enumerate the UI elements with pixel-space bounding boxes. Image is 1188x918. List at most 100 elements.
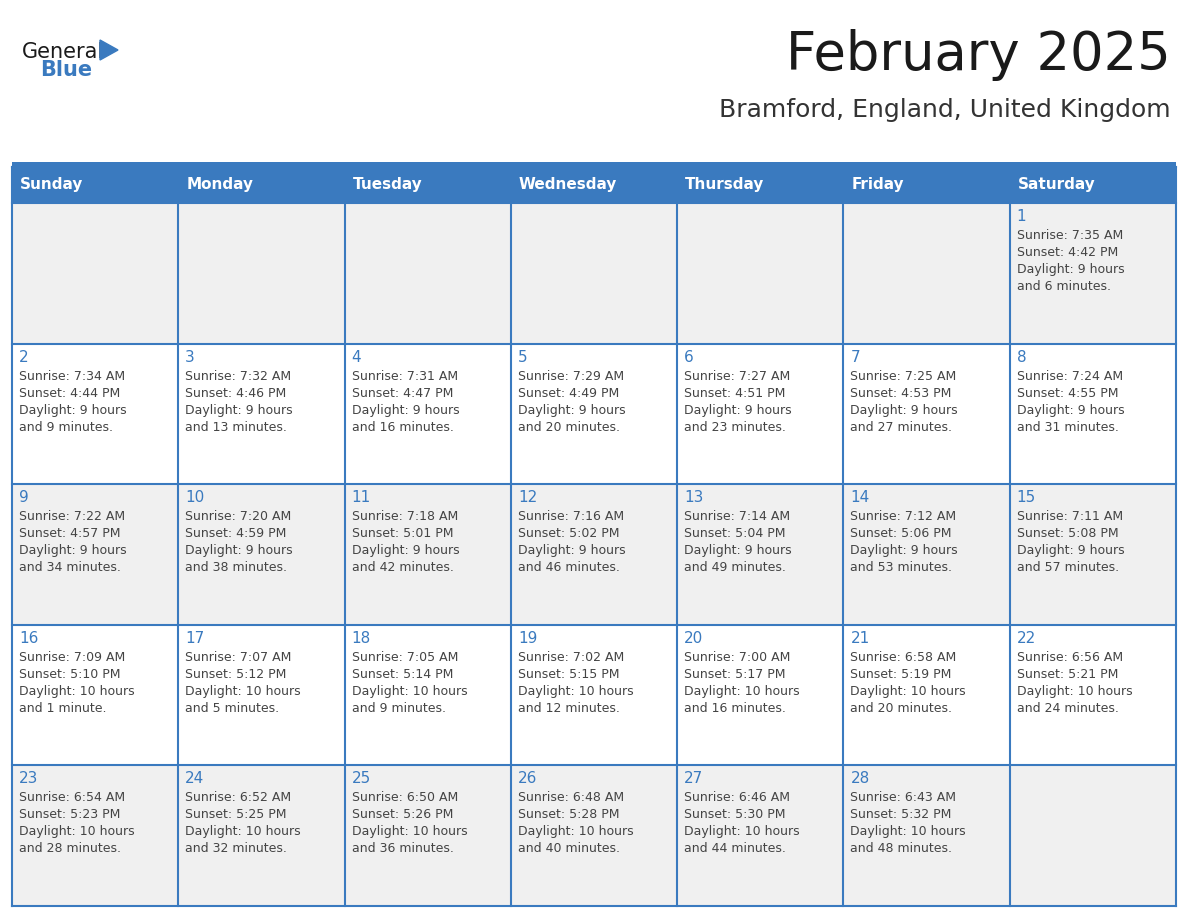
Text: Sunrise: 6:46 AM: Sunrise: 6:46 AM [684,791,790,804]
Text: 21: 21 [851,631,870,645]
Text: Sunrise: 7:16 AM: Sunrise: 7:16 AM [518,510,624,523]
Text: and 24 minutes.: and 24 minutes. [1017,701,1119,715]
Text: Daylight: 9 hours: Daylight: 9 hours [851,404,958,417]
Text: Sunrise: 7:22 AM: Sunrise: 7:22 AM [19,510,125,523]
Bar [1010,766,1176,906]
Text: Wednesday: Wednesday [519,177,618,193]
Text: 4: 4 [352,350,361,364]
Text: and 34 minutes.: and 34 minutes. [19,561,121,574]
Text: and 49 minutes.: and 49 minutes. [684,561,786,574]
Text: 19: 19 [518,631,537,645]
Text: Sunrise: 7:24 AM: Sunrise: 7:24 AM [1017,370,1123,383]
Text: Daylight: 9 hours: Daylight: 9 hours [518,404,626,417]
Text: Sunrise: 6:54 AM: Sunrise: 6:54 AM [19,791,125,804]
Text: Sunset: 4:42 PM: Sunset: 4:42 PM [1017,246,1118,259]
Text: Daylight: 10 hours: Daylight: 10 hours [684,825,800,838]
Text: Sunset: 5:26 PM: Sunset: 5:26 PM [352,809,453,822]
Text: 18: 18 [352,631,371,645]
Text: Sunrise: 6:48 AM: Sunrise: 6:48 AM [518,791,624,804]
Text: and 42 minutes.: and 42 minutes. [352,561,454,574]
Text: and 40 minutes.: and 40 minutes. [518,843,620,856]
Bar [12,167,178,203]
Bar [511,625,677,766]
Bar [677,167,843,203]
Text: Sunset: 4:51 PM: Sunset: 4:51 PM [684,386,785,399]
Text: Sunset: 5:28 PM: Sunset: 5:28 PM [518,809,619,822]
Text: Sunrise: 7:07 AM: Sunrise: 7:07 AM [185,651,292,664]
Text: and 36 minutes.: and 36 minutes. [352,843,454,856]
Text: Sunrise: 7:25 AM: Sunrise: 7:25 AM [851,370,956,383]
Text: Sunset: 4:53 PM: Sunset: 4:53 PM [851,386,952,399]
Text: 15: 15 [1017,490,1036,505]
Text: 13: 13 [684,490,703,505]
Text: Daylight: 10 hours: Daylight: 10 hours [851,685,966,698]
Bar [677,343,843,484]
Bar [511,343,677,484]
Text: Daylight: 9 hours: Daylight: 9 hours [1017,263,1124,276]
Bar [178,766,345,906]
Text: February 2025: February 2025 [786,29,1171,81]
Bar [178,167,345,203]
Bar [1010,625,1176,766]
Text: Sunrise: 6:56 AM: Sunrise: 6:56 AM [1017,651,1123,664]
Text: Daylight: 9 hours: Daylight: 9 hours [352,544,460,557]
Text: Sunrise: 7:29 AM: Sunrise: 7:29 AM [518,370,624,383]
Text: 28: 28 [851,771,870,787]
Bar [178,343,345,484]
Text: and 48 minutes.: and 48 minutes. [851,843,953,856]
Text: Sunrise: 7:20 AM: Sunrise: 7:20 AM [185,510,291,523]
Text: and 13 minutes.: and 13 minutes. [185,420,287,433]
Text: Sunrise: 7:02 AM: Sunrise: 7:02 AM [518,651,624,664]
Bar [345,625,511,766]
Text: and 20 minutes.: and 20 minutes. [518,420,620,433]
Text: Daylight: 9 hours: Daylight: 9 hours [352,404,460,417]
Text: Sunset: 5:01 PM: Sunset: 5:01 PM [352,527,453,540]
Text: 1: 1 [1017,209,1026,224]
Text: Sunrise: 7:00 AM: Sunrise: 7:00 AM [684,651,790,664]
Text: Bramford, England, United Kingdom: Bramford, England, United Kingdom [720,98,1171,122]
Bar [178,625,345,766]
Text: Daylight: 10 hours: Daylight: 10 hours [185,825,301,838]
Text: and 57 minutes.: and 57 minutes. [1017,561,1119,574]
Text: 24: 24 [185,771,204,787]
Text: Sunset: 5:02 PM: Sunset: 5:02 PM [518,527,619,540]
Text: Daylight: 9 hours: Daylight: 9 hours [1017,404,1124,417]
Text: Sunrise: 7:12 AM: Sunrise: 7:12 AM [851,510,956,523]
Text: Sunset: 4:59 PM: Sunset: 4:59 PM [185,527,286,540]
Text: Sunrise: 7:09 AM: Sunrise: 7:09 AM [19,651,125,664]
Bar [1010,167,1176,203]
Bar [843,167,1010,203]
Text: 20: 20 [684,631,703,645]
Text: Sunset: 5:10 PM: Sunset: 5:10 PM [19,667,120,681]
Text: Sunset: 5:30 PM: Sunset: 5:30 PM [684,809,785,822]
Text: and 12 minutes.: and 12 minutes. [518,701,620,715]
Bar [12,203,178,343]
Text: Tuesday: Tuesday [353,177,422,193]
Text: Sunrise: 7:31 AM: Sunrise: 7:31 AM [352,370,457,383]
Text: Sunset: 5:32 PM: Sunset: 5:32 PM [851,809,952,822]
Bar [843,203,1010,343]
Text: Sunset: 5:21 PM: Sunset: 5:21 PM [1017,667,1118,681]
Text: 2: 2 [19,350,29,364]
Text: 10: 10 [185,490,204,505]
Text: and 53 minutes.: and 53 minutes. [851,561,953,574]
Text: 27: 27 [684,771,703,787]
Bar [345,203,511,343]
Bar [12,484,178,625]
Bar [1010,343,1176,484]
Bar [345,766,511,906]
Text: Sunrise: 7:32 AM: Sunrise: 7:32 AM [185,370,291,383]
Text: and 9 minutes.: and 9 minutes. [19,420,113,433]
Text: Daylight: 9 hours: Daylight: 9 hours [19,544,127,557]
Text: Sunset: 5:17 PM: Sunset: 5:17 PM [684,667,785,681]
Text: Sunrise: 7:18 AM: Sunrise: 7:18 AM [352,510,457,523]
Bar [12,766,178,906]
Text: Blue: Blue [40,60,93,80]
Bar [1010,484,1176,625]
Bar [677,484,843,625]
Text: Sunrise: 7:27 AM: Sunrise: 7:27 AM [684,370,790,383]
Text: Daylight: 10 hours: Daylight: 10 hours [851,825,966,838]
Text: Sunrise: 6:43 AM: Sunrise: 6:43 AM [851,791,956,804]
Text: Sunset: 4:55 PM: Sunset: 4:55 PM [1017,386,1118,399]
Text: Sunset: 4:49 PM: Sunset: 4:49 PM [518,386,619,399]
